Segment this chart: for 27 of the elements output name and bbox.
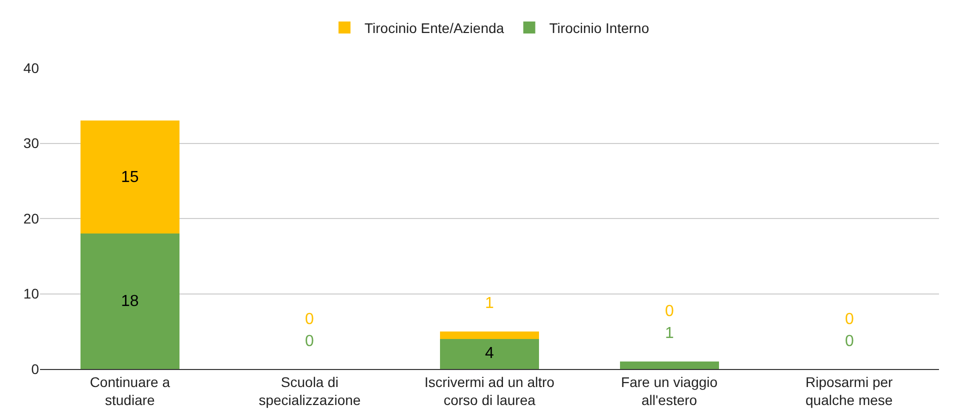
y-tick-label: 10 — [23, 286, 40, 302]
data-label: 0 — [305, 311, 314, 328]
data-label: 0 — [845, 333, 854, 350]
data-label: 1 — [485, 295, 494, 312]
x-tick-label: Riposarmi per qualche mese — [806, 374, 894, 408]
x-tick-label: Iscrivermi ad un altro corso di laurea — [424, 374, 555, 408]
legend-label: Tirocinio Ente/Azienda — [364, 20, 504, 36]
data-label: 15 — [121, 169, 139, 186]
data-label: 0 — [665, 303, 674, 320]
data-label: 0 — [305, 333, 314, 350]
data-label: 0 — [845, 311, 854, 328]
data-label: 18 — [121, 293, 139, 310]
data-label: 4 — [485, 345, 494, 362]
bar — [80, 120, 180, 234]
bar — [80, 234, 180, 369]
y-tick-label: 20 — [23, 210, 40, 226]
bar — [620, 361, 719, 369]
legend-label: Tirocinio Interno — [549, 20, 650, 36]
x-tick-label: Fare un viaggio all'estero — [621, 374, 718, 408]
y-tick-label: 30 — [23, 135, 40, 152]
bar — [440, 338, 539, 369]
data-label: 1 — [665, 325, 674, 342]
bar — [440, 331, 539, 339]
x-tick-label: Scuola di specializzazione — [258, 374, 361, 408]
y-tick-label: 40 — [23, 60, 40, 76]
y-tick-label: 0 — [31, 360, 40, 377]
x-tick-label: Continuare a studiare — [90, 374, 170, 408]
